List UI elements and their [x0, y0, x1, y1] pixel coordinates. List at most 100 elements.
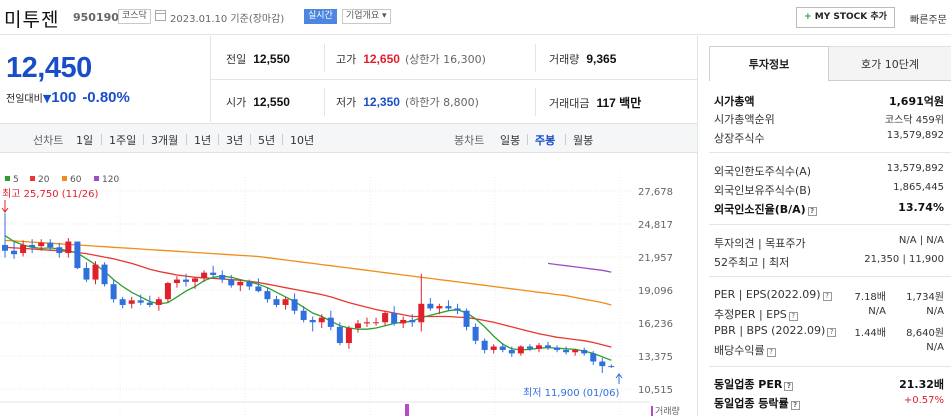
y-tick-label: 27,678	[638, 187, 673, 198]
candle-body	[255, 286, 262, 292]
period-3m[interactable]: 3개월	[151, 134, 179, 147]
per-label: PER | EPS(2022.09)?	[714, 288, 832, 301]
calendar-icon	[155, 10, 166, 21]
industry-per-row: 동일업종 PER? 21.32배	[714, 376, 944, 393]
y-tick-label: 13,375	[638, 352, 673, 363]
candle-body	[38, 242, 45, 247]
candle-body	[282, 299, 289, 305]
candle-daily[interactable]: 일봉	[500, 134, 521, 147]
candle-monthly[interactable]: 월봉	[573, 134, 594, 147]
separator	[527, 134, 528, 145]
help-icon[interactable]: ?	[784, 382, 794, 391]
foreign-limit-label: 외국인한도주식수(A)	[714, 165, 812, 178]
candle-weekly[interactable]: 주봉	[535, 134, 556, 147]
high-value: 12,650	[363, 52, 400, 66]
foreign-ratio-value: 13.74%	[898, 201, 944, 214]
tab-orderbook[interactable]: 호가 10단계	[829, 46, 951, 81]
per-value: 7.18배	[854, 292, 886, 303]
change-percent: -0.80%	[82, 89, 130, 106]
help-icon[interactable]: ?	[788, 312, 798, 321]
quick-order-button[interactable]: 빠른주문	[910, 15, 947, 26]
candle-body	[146, 302, 153, 305]
help-icon[interactable]: ?	[790, 401, 800, 410]
add-mystock-button[interactable]: + MY STOCK 추가	[796, 7, 895, 28]
help-icon[interactable]: ?	[807, 207, 817, 216]
candle-body	[47, 242, 54, 248]
period-10y[interactable]: 10년	[290, 134, 315, 147]
max-arrow-head	[1, 207, 9, 213]
candle-body	[590, 353, 597, 362]
candle-body	[327, 317, 334, 327]
candle-body	[201, 272, 208, 279]
candle-body	[400, 319, 407, 324]
min-price-label: 최저 11,900 (01/06)	[523, 387, 619, 399]
candle-body	[11, 250, 18, 255]
tab-invest-info[interactable]: 투자정보	[709, 46, 829, 81]
legend-label: 20	[38, 175, 50, 185]
candle-body	[373, 322, 380, 324]
candle-body	[264, 291, 271, 300]
low-label: 저가	[336, 96, 357, 109]
price-chart[interactable]: 27,678 24,817 21,957 19,096 16,236 13,375 10,5…	[0, 154, 697, 416]
plus-icon: +	[804, 12, 812, 22]
week52-label: 52주최고 | 최저	[714, 256, 790, 269]
help-icon[interactable]: ?	[827, 328, 837, 337]
quote-date: 2023.01.10 기준(장마감)	[170, 14, 285, 25]
legend-ma120: 120	[94, 175, 119, 185]
candle-body	[409, 319, 416, 323]
trade-amount-value: 117 백만	[596, 96, 642, 110]
ma60-line	[4, 239, 612, 306]
y-tick-label: 21,957	[638, 253, 673, 264]
candle-body	[517, 346, 524, 354]
week52-value: 21,350 | 11,900	[864, 254, 944, 265]
candle-body	[418, 303, 425, 323]
est-eps-value: N/A	[926, 306, 944, 317]
candle-body	[499, 346, 506, 350]
y-tick-label: 10,515	[638, 385, 673, 396]
candle-body	[608, 366, 615, 368]
y-tick-label: 16,236	[638, 319, 673, 330]
period-1w[interactable]: 1주일	[109, 134, 137, 147]
candle-body	[318, 317, 325, 323]
help-icon[interactable]: ?	[766, 348, 776, 357]
candle-body	[472, 326, 479, 341]
period-1d[interactable]: 1일	[76, 134, 94, 147]
realtime-button[interactable]: 실시간	[304, 9, 337, 24]
candle-body	[128, 300, 135, 304]
volume: 거래량 9,365	[549, 51, 616, 67]
separator	[250, 134, 251, 145]
candle-body	[526, 346, 533, 349]
high-price: 고가 12,650 (상한가 16,300)	[336, 51, 486, 67]
change-amount: 100	[51, 89, 77, 106]
candle-body	[436, 306, 443, 309]
legend-swatch	[30, 176, 35, 181]
down-arrow-icon: ▼	[42, 92, 52, 105]
company-overview-dropdown[interactable]: 기업개요 ▾	[342, 9, 391, 24]
divider	[709, 366, 951, 367]
divider	[535, 88, 536, 116]
candle-body	[164, 283, 171, 300]
candle-body	[273, 299, 280, 305]
candle-body	[56, 247, 63, 254]
legend-ma60: 60	[62, 175, 81, 185]
candle-body	[554, 347, 561, 350]
open-price: 시가 12,550	[226, 94, 290, 110]
pbr-row: PBR | BPS (2022.09)? 1.44배 8,640원	[714, 324, 944, 341]
divider	[697, 36, 698, 416]
open-value: 12,550	[253, 95, 290, 109]
industry-rate-label: 동일업종 등락률?	[714, 395, 800, 411]
candle-body	[463, 310, 470, 327]
help-icon[interactable]: ?	[822, 292, 832, 301]
candle-body	[20, 244, 27, 254]
period-5y[interactable]: 5년	[258, 134, 276, 147]
high-label: 고가	[336, 53, 357, 66]
ma20-line	[4, 246, 612, 348]
period-1y[interactable]: 1년	[194, 134, 212, 147]
candle-body	[2, 244, 8, 251]
candle-body	[490, 346, 497, 350]
period-3y[interactable]: 3년	[226, 134, 244, 147]
legend-label: 60	[70, 175, 82, 185]
volume-value: 9,365	[586, 52, 617, 66]
industry-rate-text: 동일업종 등락률	[714, 397, 789, 410]
foreign-ratio-text: 외국인소진율(B/A)	[714, 203, 806, 216]
